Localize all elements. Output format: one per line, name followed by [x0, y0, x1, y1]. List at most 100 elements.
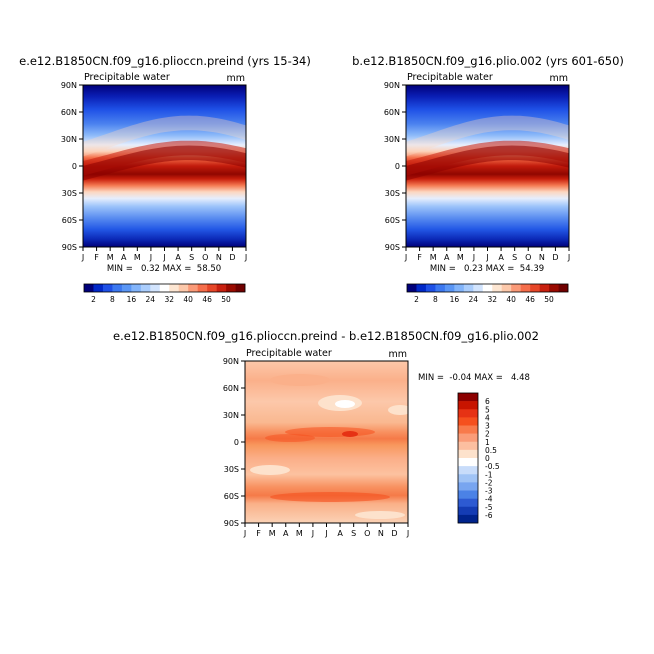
y-axis: 90N 60N 30N 0 30S 60S 90S: [223, 357, 245, 528]
colorbar-frame: [406, 283, 569, 293]
colorbar-swatch: [121, 284, 132, 292]
moist-band: [406, 115, 569, 157]
colorbar-swatch: [159, 284, 170, 292]
colorbar-label: 16: [127, 295, 137, 304]
x-tick-label: J: [81, 253, 84, 262]
y-tick-label: 30S: [224, 465, 239, 474]
colorbar-swatch: [458, 474, 478, 483]
colorbar-swatch: [558, 284, 569, 292]
y-tick-label: 0: [395, 162, 400, 171]
colorbar-swatch: [473, 284, 484, 292]
colorbar-swatch: [197, 284, 208, 292]
colorbar-label: 24: [469, 295, 479, 304]
x-tick-label: S: [351, 529, 356, 538]
colorbar-swatch: [458, 506, 478, 516]
colorbar-label: 32: [164, 295, 174, 304]
patch: [265, 434, 315, 442]
colorbar-label: 50: [544, 295, 554, 304]
colorbar-swatch: [207, 284, 217, 292]
patch: [335, 400, 355, 408]
y-tick-label: 60N: [223, 384, 239, 393]
colorbar-swatch: [93, 284, 104, 292]
x-tick-label: J: [243, 529, 246, 538]
x-tick-label: A: [498, 253, 504, 262]
colorbar-swatch: [458, 449, 478, 459]
x-tick-label: O: [525, 253, 531, 262]
colorbar-label: 4: [485, 413, 490, 422]
colorbar-label: 40: [183, 295, 193, 304]
colorbar-label: 46: [202, 295, 212, 304]
units-label: mm: [226, 73, 245, 84]
colorbar: 2 8 16 24 32 40 46 50: [406, 283, 569, 304]
colorbar-swatch: [458, 514, 478, 524]
colorbar-label: 1: [485, 438, 490, 447]
x-tick-label: J: [324, 529, 327, 538]
x-tick-label: F: [256, 529, 261, 538]
x-tick-label: J: [162, 253, 165, 262]
colorbar-swatch: [482, 284, 493, 292]
y-tick-label: 90S: [385, 243, 400, 252]
colorbar-swatch: [458, 401, 478, 410]
moist-band: [83, 115, 246, 157]
colorbar-swatch: [407, 284, 417, 292]
contour-field: [406, 85, 569, 247]
colorbar-swatch: [131, 284, 142, 292]
x-tick-label: M: [269, 529, 276, 538]
colorbar-label: 5: [485, 405, 490, 414]
colorbar-label: 8: [110, 295, 115, 304]
colorbar-swatch: [178, 284, 189, 292]
x-tick-label: J: [149, 253, 152, 262]
x-tick-label: J: [311, 529, 314, 538]
colorbar-label: 16: [450, 295, 460, 304]
patch: [270, 374, 330, 386]
y-tick-label: 90S: [62, 243, 77, 252]
colorbar-label: 32: [487, 295, 497, 304]
colorbar-swatch: [458, 498, 478, 508]
colorbar-swatch: [458, 393, 478, 402]
x-tick-label: A: [283, 529, 289, 538]
colorbar-label: 40: [506, 295, 516, 304]
x-tick-label: F: [417, 253, 422, 262]
x-tick-label: J: [406, 529, 409, 538]
colorbar-swatch: [458, 417, 478, 426]
variable-label: Precipitable water: [407, 72, 493, 83]
colorbar-swatch: [458, 433, 478, 443]
colorbar-swatch: [530, 284, 540, 292]
panel-plio: b.e12.B1850CN.f09_g16.plio.002 (yrs 601-…: [352, 54, 624, 304]
units-label: mm: [549, 73, 568, 84]
panel-title: e.e12.B1850CN.f09_g16.plioccn.preind (yr…: [19, 54, 311, 68]
x-tick-label: O: [364, 529, 370, 538]
colorbar-label: -2: [485, 478, 493, 487]
y-tick-label: 60S: [62, 216, 77, 225]
x-tick-label: J: [244, 253, 247, 262]
y-tick-label: 30N: [223, 411, 239, 420]
contour-field: [245, 361, 408, 523]
colorbar-swatch: [549, 284, 559, 292]
x-tick-label: M: [296, 529, 303, 538]
colorbar-swatch: [511, 284, 521, 292]
panel-difference: e.e12.B1850CN.f09_g16.plioccn.preind - b…: [113, 329, 539, 538]
panel-preind: e.e12.B1850CN.f09_g16.plioccn.preind (yr…: [19, 54, 311, 304]
colorbar-swatch: [102, 284, 113, 292]
x-tick-label: S: [189, 253, 194, 262]
colorbar-swatch: [425, 284, 436, 292]
colorbar-frame: [83, 283, 246, 293]
colorbar-label: 3: [485, 422, 490, 431]
colorbar-label: 46: [525, 295, 535, 304]
x-tick-label: J: [567, 253, 570, 262]
y-tick-label: 0: [234, 438, 239, 447]
patch: [250, 465, 290, 475]
x-tick-label: D: [552, 253, 558, 262]
y-tick-label: 60N: [384, 108, 400, 117]
x-tick-label: M: [134, 253, 141, 262]
colorbar-swatch: [501, 284, 512, 292]
x-tick-label: D: [229, 253, 235, 262]
colorbar-label: 0.5: [485, 446, 497, 455]
colorbar-swatch: [216, 284, 227, 292]
colorbar-label: -6: [485, 511, 493, 520]
colorbar-swatch: [458, 466, 478, 475]
colorbar-swatch: [140, 284, 151, 292]
